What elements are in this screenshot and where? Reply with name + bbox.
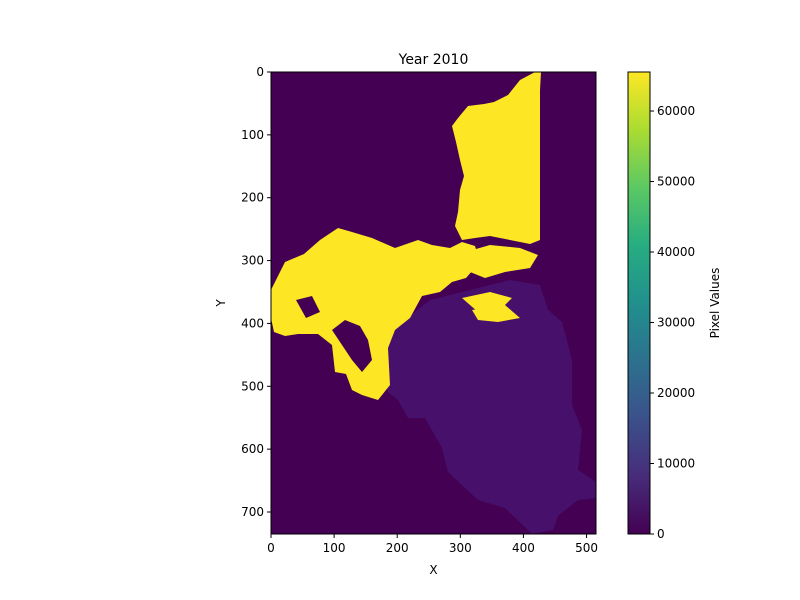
x-tick-label: 500 [575, 541, 598, 555]
colorbar-tick-label: 60000 [657, 104, 695, 118]
y-tick-label: 100 [241, 128, 264, 142]
heatmap-gap [296, 296, 320, 318]
x-tick-label: 300 [449, 541, 472, 555]
colorbar-tick-label: 20000 [657, 386, 695, 400]
heatmap-high-patch [455, 245, 538, 278]
y-tick-label: 300 [241, 254, 264, 268]
heatmap-gap [332, 320, 372, 372]
colorbar-tick-label: 40000 [657, 245, 695, 259]
plot-frame [270, 71, 597, 535]
y-axis-ticks: 0 100 200 300 400 500 600 700 [241, 65, 271, 519]
y-tick-label: 400 [241, 316, 264, 330]
x-tick-label: 100 [323, 541, 346, 555]
y-tick-label: 700 [241, 505, 264, 519]
y-axis-label: Y [214, 299, 228, 308]
x-tick-label: 200 [386, 541, 409, 555]
y-tick-label: 200 [241, 191, 264, 205]
x-tick-label: 400 [512, 541, 535, 555]
heatmap-plot [271, 72, 596, 534]
colorbar [627, 71, 651, 535]
y-tick-label: 600 [241, 442, 264, 456]
x-axis-ticks: 0 100 200 300 400 500 [267, 534, 598, 555]
x-axis-label: X [429, 563, 437, 577]
heatmap-high-patch [472, 305, 520, 322]
heatmap-low-region [382, 280, 596, 534]
colorbar-tick-label: 50000 [657, 175, 695, 189]
colorbar-tick-label: 30000 [657, 316, 695, 330]
colorbar-ticks: 0 10000 20000 30000 40000 50000 60000 [650, 104, 695, 541]
y-tick-label: 500 [241, 379, 264, 393]
colorbar-label: Pixel Values [708, 268, 722, 339]
heatmap-high-region-west [271, 228, 480, 400]
y-tick-label: 0 [256, 65, 264, 79]
heatmap-high-region-north [452, 72, 541, 244]
x-tick-label: 0 [267, 541, 275, 555]
chart-title: Year 2010 [398, 52, 469, 68]
colorbar-tick-label: 10000 [657, 457, 695, 471]
colorbar-tick-label: 0 [657, 527, 665, 541]
